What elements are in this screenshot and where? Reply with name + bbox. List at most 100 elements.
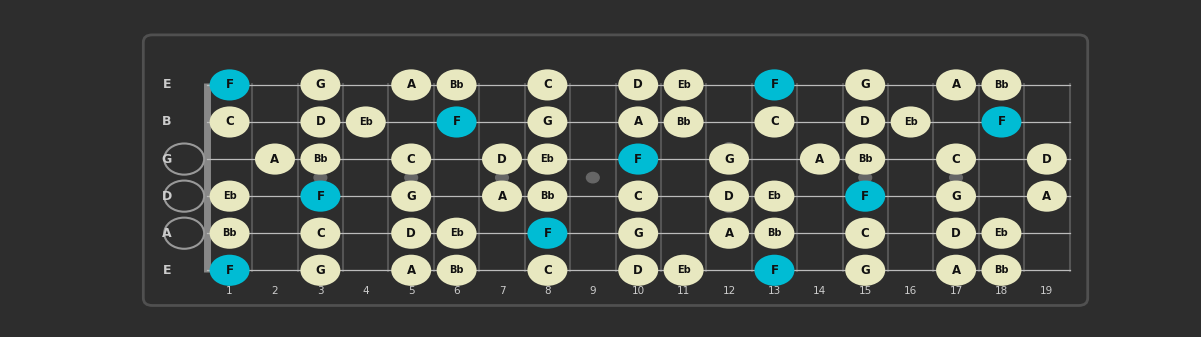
Ellipse shape (619, 255, 658, 286)
Text: Eb: Eb (767, 191, 782, 201)
Ellipse shape (981, 69, 1021, 100)
Text: G: G (951, 190, 961, 203)
Text: C: C (951, 153, 961, 165)
Ellipse shape (981, 218, 1021, 249)
Text: Bb: Bb (449, 80, 464, 90)
Ellipse shape (619, 218, 658, 249)
Text: A: A (951, 79, 961, 91)
Ellipse shape (754, 255, 794, 286)
Text: 4: 4 (363, 286, 369, 297)
Ellipse shape (891, 106, 931, 137)
Text: Eb: Eb (449, 228, 464, 238)
Ellipse shape (482, 181, 522, 212)
Text: C: C (407, 153, 416, 165)
Text: E: E (162, 264, 172, 277)
Text: D: D (316, 116, 325, 128)
Text: Bb: Bb (858, 154, 872, 164)
Ellipse shape (392, 181, 431, 212)
Ellipse shape (527, 106, 567, 137)
Ellipse shape (619, 69, 658, 100)
Text: Eb: Eb (904, 117, 918, 127)
Ellipse shape (482, 144, 522, 175)
Text: 2: 2 (271, 286, 279, 297)
Text: F: F (861, 190, 870, 203)
Text: G: G (860, 264, 870, 277)
Ellipse shape (664, 255, 704, 286)
Text: Eb: Eb (359, 117, 372, 127)
Text: 15: 15 (859, 286, 872, 297)
Text: F: F (226, 79, 233, 91)
Text: 14: 14 (813, 286, 826, 297)
Circle shape (859, 173, 872, 183)
Ellipse shape (527, 144, 567, 175)
Text: A: A (951, 264, 961, 277)
Ellipse shape (300, 144, 340, 175)
Text: B: B (162, 116, 172, 128)
Text: D: D (497, 153, 507, 165)
Ellipse shape (255, 144, 295, 175)
Text: C: C (226, 116, 234, 128)
Text: Eb: Eb (676, 265, 691, 275)
Text: D: D (951, 227, 961, 240)
Text: F: F (226, 264, 233, 277)
Text: G: G (633, 227, 643, 240)
Text: G: G (316, 79, 325, 91)
Text: E: E (162, 79, 172, 91)
Text: A: A (497, 190, 507, 203)
Ellipse shape (300, 181, 340, 212)
Text: A: A (270, 153, 280, 165)
Ellipse shape (527, 255, 567, 286)
Text: 1: 1 (226, 286, 233, 297)
Ellipse shape (800, 144, 839, 175)
Text: 12: 12 (722, 286, 736, 297)
Text: G: G (316, 264, 325, 277)
Text: Bb: Bb (994, 265, 1009, 275)
Text: F: F (770, 79, 778, 91)
Text: 7: 7 (498, 286, 506, 297)
Text: A: A (407, 79, 416, 91)
Ellipse shape (846, 218, 885, 249)
Text: A: A (162, 227, 172, 240)
Circle shape (496, 173, 508, 183)
Text: A: A (407, 264, 416, 277)
Text: 6: 6 (453, 286, 460, 297)
Text: F: F (770, 264, 778, 277)
Ellipse shape (754, 181, 794, 212)
Ellipse shape (981, 255, 1021, 286)
FancyBboxPatch shape (143, 35, 1088, 305)
Text: 17: 17 (950, 286, 963, 297)
Text: Eb: Eb (676, 80, 691, 90)
Text: G: G (406, 190, 416, 203)
Ellipse shape (664, 69, 704, 100)
Text: F: F (316, 190, 324, 203)
Text: F: F (998, 116, 1005, 128)
Text: G: G (162, 153, 172, 165)
Ellipse shape (437, 255, 477, 286)
Text: Bb: Bb (767, 228, 782, 238)
Text: G: G (860, 79, 870, 91)
Text: F: F (634, 153, 643, 165)
Ellipse shape (709, 144, 749, 175)
Ellipse shape (936, 69, 976, 100)
Ellipse shape (210, 181, 250, 212)
Ellipse shape (754, 218, 794, 249)
Text: 9: 9 (590, 286, 596, 297)
Text: D: D (162, 190, 172, 203)
Ellipse shape (619, 106, 658, 137)
Text: Eb: Eb (222, 191, 237, 201)
Circle shape (586, 173, 599, 183)
Ellipse shape (210, 106, 250, 137)
Text: Bb: Bb (222, 228, 237, 238)
Text: 18: 18 (994, 286, 1008, 297)
Text: C: C (543, 79, 551, 91)
Text: 10: 10 (632, 286, 645, 297)
Ellipse shape (300, 255, 340, 286)
Text: A: A (724, 227, 734, 240)
Ellipse shape (210, 69, 250, 100)
Text: D: D (633, 79, 643, 91)
Text: D: D (633, 264, 643, 277)
Text: Bb: Bb (449, 265, 464, 275)
Ellipse shape (527, 218, 567, 249)
Ellipse shape (981, 106, 1021, 137)
Text: F: F (453, 116, 461, 128)
